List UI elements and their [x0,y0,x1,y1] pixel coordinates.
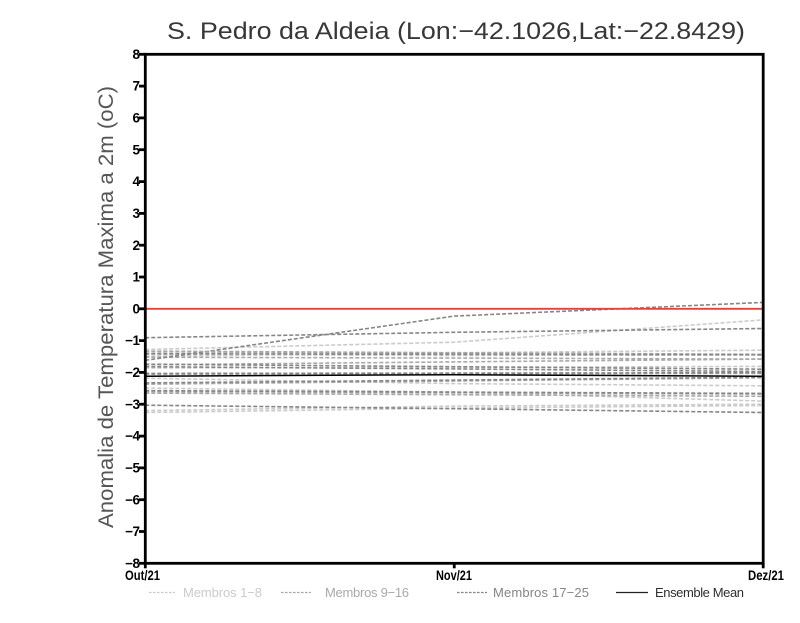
svg-text:3: 3 [132,206,140,221]
svg-text:−6: −6 [125,492,140,507]
svg-text:4: 4 [132,174,140,189]
svg-text:Anomalia de Temperatura Maxima: Anomalia de Temperatura Maxima a 2m (oC) [95,86,118,528]
svg-text:2: 2 [132,238,139,253]
svg-text:0: 0 [132,301,139,316]
svg-text:1: 1 [132,270,140,285]
svg-text:Out/21: Out/21 [125,568,160,583]
svg-text:S. Pedro da Aldeia (Lon:−42.10: S. Pedro da Aldeia (Lon:−42.1026,Lat:−22… [167,18,745,45]
svg-text:8: 8 [132,47,140,62]
svg-text:Dez/21: Dez/21 [748,568,784,583]
svg-text:Membros 1−8: Membros 1−8 [183,585,262,600]
svg-text:−8: −8 [125,556,140,571]
svg-text:−3: −3 [125,397,140,412]
svg-text:−7: −7 [125,524,139,539]
svg-text:7: 7 [132,79,139,94]
svg-text:Membros 9−16: Membros 9−16 [325,585,409,600]
svg-text:Nov/21: Nov/21 [436,568,472,583]
svg-text:−2: −2 [125,365,139,380]
svg-text:−5: −5 [125,461,140,476]
svg-text:6: 6 [132,111,140,126]
svg-text:Ensemble Mean: Ensemble Mean [655,585,744,600]
svg-text:Membros 17−25: Membros 17−25 [493,585,589,600]
svg-text:−4: −4 [125,429,140,444]
svg-text:5: 5 [132,142,140,157]
svg-text:−1: −1 [125,333,140,348]
